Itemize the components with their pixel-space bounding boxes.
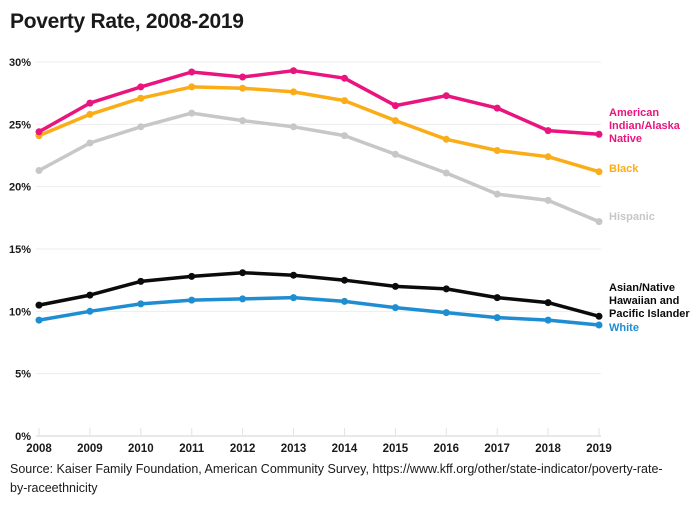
data-point-hispanic-2010: [137, 123, 145, 131]
data-point-american-indian-alaska-native-2011: [188, 68, 196, 76]
series-label-hispanic: Hispanic: [609, 211, 655, 223]
x-axis-label-2019: 2019: [586, 443, 612, 455]
line-american-indian-alaska-native: [37, 68, 601, 137]
data-point-american-indian-alaska-native-2014: [341, 74, 348, 82]
data-point-american-indian-alaska-native-2016: [442, 92, 450, 100]
data-point-black-2010: [137, 94, 145, 102]
y-axis-tick-0%: 0%: [15, 431, 31, 443]
line-hispanic: [37, 111, 601, 224]
series-american-indian-alaska-native: [35, 67, 603, 138]
data-point-american-indian-alaska-native-2018: [544, 127, 552, 135]
series-label-asian-native-hawaiian-and-pacific-islander: Asian/Native Hawaiian and Pacific Islander: [609, 282, 690, 320]
x-axis-label-2015: 2015: [383, 443, 409, 455]
data-point-american-indian-alaska-native-2012: [239, 73, 247, 81]
data-point-black-2011: [188, 83, 196, 91]
data-point-white-2013: [290, 294, 297, 302]
data-point-hispanic-2019: [595, 218, 603, 226]
data-point-white-2010: [137, 300, 145, 308]
data-point-black-2015: [391, 117, 399, 125]
data-point-black-2009: [86, 110, 94, 118]
data-point-asian-native-hawaiian-and-pacific-islander-2017: [493, 294, 501, 302]
x-axis-label-2012: 2012: [230, 443, 256, 455]
data-point-hispanic-2011: [188, 109, 196, 117]
data-point-white-2019: [595, 321, 603, 329]
line-white: [37, 295, 601, 327]
data-point-asian-native-hawaiian-and-pacific-islander-2012: [239, 269, 247, 277]
chart-title: Poverty Rate, 2008-2019: [10, 10, 244, 33]
y-axis-tick-30%: 30%: [9, 57, 31, 69]
data-point-american-indian-alaska-native-2013: [290, 67, 297, 75]
data-point-hispanic-2014: [341, 132, 348, 140]
data-point-asian-native-hawaiian-and-pacific-islander-2010: [137, 277, 145, 285]
data-point-black-2019: [595, 168, 603, 176]
source-line-1: Source: Kaiser Family Foundation, Americ…: [10, 462, 663, 476]
series-hispanic: [35, 109, 603, 226]
data-point-white-2016: [442, 309, 450, 317]
data-point-white-2009: [86, 307, 94, 315]
data-point-american-indian-alaska-native-2010: [137, 83, 145, 91]
data-point-asian-native-hawaiian-and-pacific-islander-2014: [341, 276, 348, 284]
data-point-white-2018: [544, 316, 552, 324]
series-label-american-indian-alaska-native: American Indian/Alaska Native: [609, 107, 680, 145]
data-point-white-2015: [391, 304, 399, 312]
data-point-asian-native-hawaiian-and-pacific-islander-2018: [544, 299, 552, 307]
data-point-hispanic-2008: [35, 167, 43, 174]
data-point-hispanic-2009: [86, 139, 94, 147]
x-axis-label-2011: 2011: [179, 443, 205, 455]
data-point-hispanic-2017: [493, 190, 501, 198]
data-point-hispanic-2012: [239, 117, 247, 125]
source-note: Source: Kaiser Family Foundation, Americ…: [10, 460, 663, 498]
data-point-asian-native-hawaiian-and-pacific-islander-2013: [290, 271, 297, 279]
y-axis-tick-10%: 10%: [9, 306, 31, 318]
x-axis-label-2010: 2010: [128, 443, 154, 455]
data-point-asian-native-hawaiian-and-pacific-islander-2019: [595, 312, 603, 320]
data-point-black-2017: [493, 147, 501, 154]
line-asian-native-hawaiian-and-pacific-islander: [37, 270, 601, 319]
series-asian-native-hawaiian-and-pacific-islander: [35, 269, 603, 320]
data-point-hispanic-2018: [544, 196, 552, 204]
data-point-asian-native-hawaiian-and-pacific-islander-2015: [391, 282, 399, 290]
data-point-black-2013: [290, 88, 297, 96]
data-point-asian-native-hawaiian-and-pacific-islander-2011: [188, 272, 196, 280]
y-axis-tick-20%: 20%: [9, 182, 31, 194]
data-point-american-indian-alaska-native-2019: [595, 130, 603, 138]
x-axis-label-2008: 2008: [26, 443, 52, 455]
y-axis-tick-5%: 5%: [15, 369, 31, 381]
data-point-american-indian-alaska-native-2015: [391, 102, 399, 110]
data-point-american-indian-alaska-native-2009: [86, 99, 94, 107]
data-point-white-2011: [188, 296, 196, 304]
x-axis-label-2016: 2016: [433, 443, 459, 455]
line-black: [37, 85, 601, 174]
x-axis-label-2017: 2017: [484, 443, 510, 455]
series-label-black: Black: [609, 163, 639, 175]
data-point-hispanic-2016: [442, 169, 450, 177]
data-point-white-2017: [493, 314, 501, 322]
data-point-black-2014: [341, 97, 348, 105]
series-black: [35, 83, 603, 176]
y-axis-tick-25%: 25%: [9, 119, 31, 131]
series-label-white: White: [609, 322, 639, 334]
data-point-white-2012: [239, 295, 247, 303]
data-point-black-2018: [544, 153, 552, 161]
series-white: [35, 294, 603, 329]
data-point-american-indian-alaska-native-2017: [493, 104, 501, 112]
data-point-hispanic-2013: [290, 123, 297, 131]
data-point-asian-native-hawaiian-and-pacific-islander-2016: [442, 285, 450, 293]
data-point-american-indian-alaska-native-2008: [35, 128, 43, 136]
x-axis-label-2013: 2013: [281, 443, 307, 455]
data-point-black-2016: [442, 135, 450, 143]
x-axis-label-2009: 2009: [77, 443, 103, 455]
data-point-white-2014: [341, 297, 348, 305]
data-point-asian-native-hawaiian-and-pacific-islander-2009: [86, 291, 94, 299]
data-point-asian-native-hawaiian-and-pacific-islander-2008: [35, 301, 43, 309]
data-point-black-2012: [239, 84, 247, 92]
x-axis-label-2018: 2018: [535, 443, 561, 455]
data-point-hispanic-2015: [391, 150, 399, 158]
data-point-white-2008: [35, 316, 43, 324]
x-axis-label-2014: 2014: [332, 443, 358, 455]
source-line-2: by-raceethnicity: [10, 481, 98, 495]
y-axis-tick-15%: 15%: [9, 244, 31, 256]
